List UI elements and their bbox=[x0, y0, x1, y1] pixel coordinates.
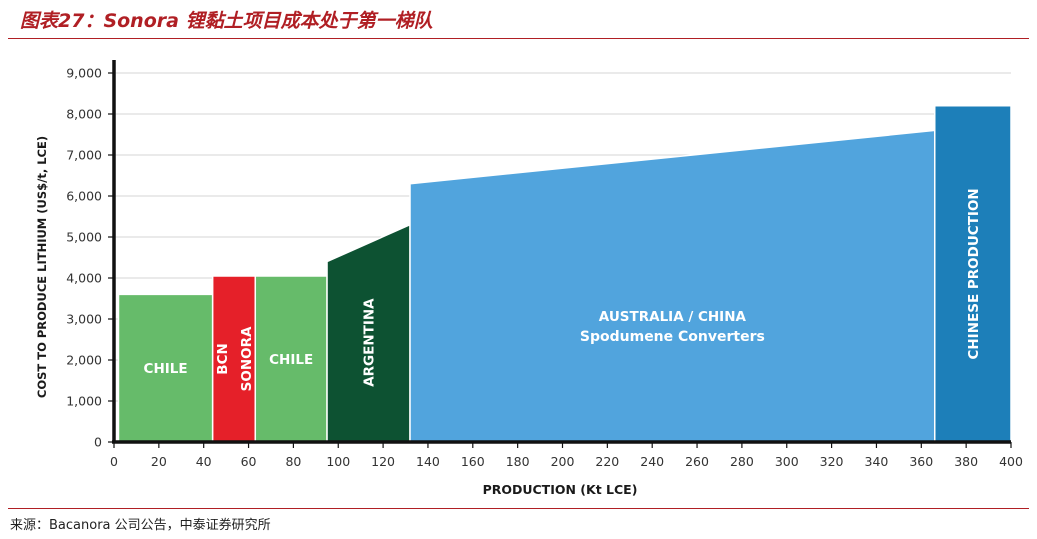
x-tick-label: 380 bbox=[954, 454, 978, 469]
segment-label: AUSTRALIA / CHINA bbox=[599, 309, 747, 325]
x-tick-label: 40 bbox=[196, 454, 212, 469]
segment-labels: CHILE BCN SONORA CHILE ARGENTINA AUSTRALIA / … bbox=[144, 188, 982, 391]
y-tick-label: 8,000 bbox=[66, 107, 102, 122]
x-tick-label: 400 bbox=[999, 454, 1023, 469]
y-tick-label: 9,000 bbox=[66, 66, 102, 81]
x-tick-label: 60 bbox=[241, 454, 257, 469]
y-tick-label: 5,000 bbox=[66, 230, 102, 245]
y-axis-title: COST TO PRODUCE LITHIUM (US$/t, LCE) bbox=[35, 136, 49, 398]
figure-title: 图表27：Sonora 锂黏土项目成本处于第一梯队 bbox=[20, 10, 433, 32]
segment-label: ARGENTINA bbox=[362, 298, 378, 387]
x-tick-label: 220 bbox=[595, 454, 619, 469]
x-tick-label: 360 bbox=[909, 454, 933, 469]
y-tick-label: 6,000 bbox=[66, 189, 102, 204]
x-tick-label: 80 bbox=[285, 454, 301, 469]
x-tick-label: 20 bbox=[151, 454, 167, 469]
y-tick-label: 1,000 bbox=[66, 394, 102, 409]
x-tick-label: 120 bbox=[371, 454, 395, 469]
y-tick-label: 4,000 bbox=[66, 271, 102, 286]
y-tick-label: 2,000 bbox=[66, 353, 102, 368]
segment-label: CHILE bbox=[144, 361, 188, 377]
segment-label: CHILE bbox=[269, 352, 313, 368]
y-tick-label: 7,000 bbox=[66, 148, 102, 163]
segment-label: Spodumene Converters bbox=[580, 329, 765, 345]
axes bbox=[112, 60, 1011, 444]
x-tick-label: 140 bbox=[416, 454, 440, 469]
x-tick-label: 240 bbox=[640, 454, 664, 469]
y-tick-label: 0 bbox=[94, 435, 102, 450]
y-tick-label: 3,000 bbox=[66, 312, 102, 327]
segment-label: BCN bbox=[215, 343, 231, 375]
x-axis-title: PRODUCTION (Kt LCE) bbox=[483, 482, 638, 497]
source-note: 来源：Bacanora 公司公告，中泰证券研究所 bbox=[10, 518, 271, 533]
tick-labels: 0 1,000 2,000 3,000 4,000 5,000 6,000 7,000 8,00… bbox=[66, 66, 1023, 470]
segment-label: SONORA bbox=[239, 326, 255, 391]
title-rule bbox=[8, 38, 1029, 39]
x-tick-label: 200 bbox=[551, 454, 575, 469]
x-tick-label: 340 bbox=[865, 454, 889, 469]
segment-label: CHINESE PRODUCTION bbox=[966, 188, 982, 359]
source-rule bbox=[8, 508, 1029, 509]
x-tick-label: 320 bbox=[820, 454, 844, 469]
segment-area bbox=[409, 129, 936, 443]
x-tick-label: 100 bbox=[326, 454, 350, 469]
x-tick-label: 180 bbox=[506, 454, 530, 469]
x-tick-label: 0 bbox=[110, 454, 118, 469]
x-tick-label: 300 bbox=[775, 454, 799, 469]
x-tick-label: 260 bbox=[685, 454, 709, 469]
x-tick-label: 160 bbox=[461, 454, 485, 469]
segment-areas bbox=[117, 105, 1012, 443]
x-tick-label: 280 bbox=[730, 454, 754, 469]
